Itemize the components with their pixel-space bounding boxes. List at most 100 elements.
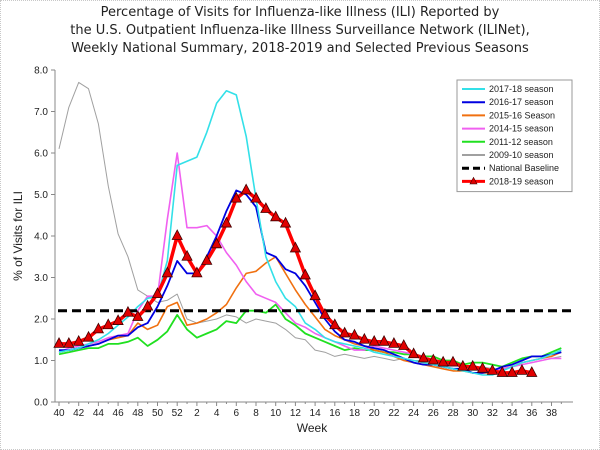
data-point-2018-19-season: [319, 307, 331, 319]
x-tick-label: 50: [152, 408, 164, 419]
legend-label-2011-12-season: 2011-12 season: [489, 137, 553, 147]
data-point-2018-19-season: [240, 183, 252, 195]
x-tick-label: 38: [546, 408, 558, 419]
x-tick-label: 6: [234, 408, 240, 419]
x-tick-label: 12: [290, 408, 302, 419]
title-line-3: Weekly National Summary, 2018-2019 and S…: [71, 41, 529, 56]
data-point-2018-19-season: [102, 318, 114, 330]
x-tick-label: 40: [53, 408, 65, 419]
data-point-2018-19-season: [201, 254, 213, 265]
x-tick-label: 32: [487, 408, 499, 419]
y-axis-label: % of Visits for ILI: [11, 191, 25, 281]
data-point-2018-19-season: [82, 330, 95, 342]
data-point-2018-19-season: [63, 337, 75, 348]
legend-label-2014-15-season: 2014-15 season: [489, 124, 554, 134]
legend-label-2015-16-season: 2015-16 Season: [489, 110, 555, 120]
x-axis-label: Week: [297, 421, 328, 435]
x-tick-label: 8: [253, 408, 259, 419]
data-point-2018-19-season: [112, 314, 124, 325]
data-point-2018-19-season: [220, 216, 233, 228]
y-tick-label: 6.0: [34, 149, 48, 160]
x-tick-label: 14: [310, 408, 322, 419]
x-tick-label: 28: [447, 408, 459, 419]
data-point-2018-19-season: [299, 268, 311, 280]
data-point-2018-19-season: [92, 322, 105, 334]
x-tick-label: 30: [467, 408, 479, 419]
data-point-2018-19-season: [388, 337, 400, 348]
data-point-2018-19-season: [250, 191, 262, 203]
data-point-2018-19-season: [516, 364, 528, 375]
data-point-2018-19-season: [457, 359, 469, 371]
y-tick-label: 7.0: [34, 107, 48, 118]
data-point-2018-19-season: [427, 353, 439, 365]
y-tick-label: 8.0: [34, 66, 48, 77]
data-point-2018-19-season: [132, 310, 144, 321]
data-point-2018-19-season: [141, 299, 154, 311]
data-point-2018-19-season: [358, 332, 371, 344]
data-point-2018-19-season: [270, 210, 282, 222]
y-tick-label: 5.0: [34, 190, 48, 201]
title-line-1: Percentage of Visits for Influenza-like …: [100, 5, 500, 20]
legend-label-2017-18-season: 2017-18 season: [489, 84, 554, 94]
x-tick-label: 24: [408, 408, 420, 419]
x-tick-label: 10: [270, 408, 282, 419]
data-point-2018-19-season: [467, 359, 479, 371]
data-point-2018-19-season: [289, 241, 302, 253]
data-point-2018-19-season: [407, 347, 420, 359]
data-point-2018-19-season: [348, 328, 361, 340]
data-point-2018-19-season: [417, 351, 430, 363]
data-point-2018-19-season: [230, 191, 242, 203]
y-tick-label: 4.0: [34, 232, 48, 243]
legend: 2017-18 season 2016-17 season 2015-16 Seas…: [456, 79, 573, 193]
legend-box: [456, 79, 573, 193]
data-point-2018-19-season: [329, 318, 341, 330]
x-tick-label: 2: [194, 408, 200, 419]
y-tick-label: 3.0: [34, 273, 48, 284]
data-point-2018-19-season: [260, 202, 272, 213]
data-point-2018-19-season: [338, 326, 351, 338]
data-point-2018-19-season: [526, 366, 538, 377]
legend-label-national-baseline: National Baseline: [489, 163, 559, 173]
axes: 0.01.02.03.04.05.06.07.08.040 42 44 46 48 50 5…: [34, 66, 573, 419]
data-point-2018-19-season: [368, 334, 380, 346]
series-line-2017-18-season: [58, 90, 562, 376]
legend-label-2016-17-season: 2016-17 season: [489, 97, 554, 107]
data-point-2018-19-season: [181, 249, 193, 261]
data-point-2018-19-season: [171, 229, 183, 240]
data-point-2018-19-season: [122, 305, 134, 317]
series-line-2016-17-season: [59, 189, 562, 374]
y-tick-label: 0.0: [34, 398, 48, 409]
data-point-2018-19-season: [486, 364, 499, 375]
series-layer: [53, 81, 571, 377]
x-tick-label: 4: [214, 408, 220, 419]
data-point-2018-19-season: [447, 355, 459, 367]
data-point-2018-19-season: [53, 337, 65, 348]
y-tick-label: 1.0: [34, 356, 48, 367]
data-point-2018-19-season: [279, 216, 292, 228]
x-tick-label: 44: [93, 408, 105, 419]
data-point-2018-19-season: [309, 289, 321, 301]
x-tick-label: 42: [73, 408, 85, 419]
data-point-2018-19-season: [73, 334, 85, 346]
data-point-2018-19-season: [476, 361, 489, 373]
x-tick-label: 20: [369, 408, 381, 419]
chart-title: Percentage of Visits for Influenza-like …: [0, 4, 600, 58]
data-point-2018-19-season: [210, 237, 223, 249]
data-point-2018-19-season: [378, 334, 390, 346]
data-point-2018-19-season: [437, 355, 449, 367]
legend-label-2009-10-season: 2009-10 season: [489, 150, 554, 160]
x-tick-label: 52: [172, 408, 184, 419]
series-line-2018-19-season: [59, 188, 533, 375]
x-tick-label: 36: [526, 408, 538, 419]
x-tick-label: 46: [113, 408, 125, 419]
x-tick-label: 26: [428, 408, 440, 419]
y-tick-label: 2.0: [34, 315, 48, 326]
data-point-2018-19-season: [506, 366, 518, 377]
data-point-2018-19-season: [496, 366, 508, 377]
data-point-2018-19-season: [161, 266, 174, 278]
x-tick-label: 16: [329, 408, 341, 419]
data-point-2018-19-season: [151, 287, 164, 299]
data-point-2018-19-season: [191, 266, 203, 278]
series-line-2011-12-season: [58, 303, 562, 368]
